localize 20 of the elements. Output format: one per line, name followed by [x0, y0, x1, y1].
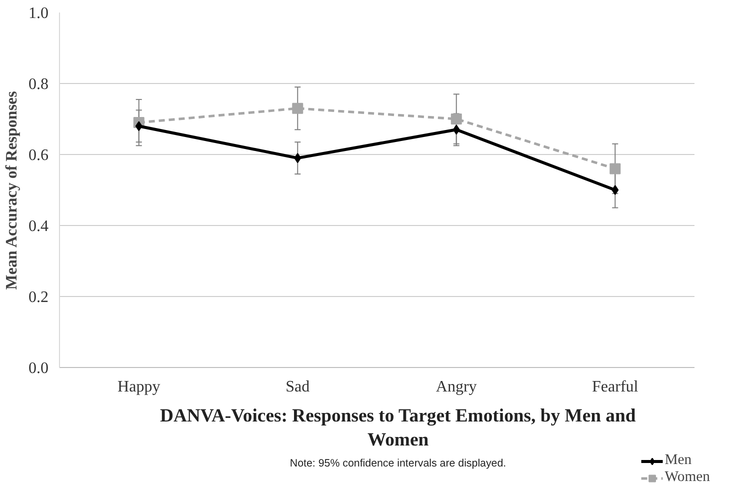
x-tick-label: Fearful: [592, 378, 639, 396]
text: 0.0: [28, 360, 48, 377]
point: [452, 124, 460, 135]
point: [294, 153, 302, 164]
point: [135, 121, 142, 132]
y-tick-label: 0.4: [28, 218, 48, 235]
y-tick-label: 0.2: [28, 289, 48, 306]
x-tick-label: Angry: [436, 378, 477, 396]
text: Note: 95% confidence intervals are displayed.: [290, 458, 506, 470]
text: 1.0: [28, 5, 48, 22]
point: [292, 102, 304, 114]
y-tick-label: 0.6: [28, 147, 48, 164]
y-tick-label: 0.8: [28, 76, 48, 93]
legend-label: Women: [664, 469, 710, 486]
x-tick-label: Happy: [118, 378, 160, 396]
x-tick-label: Sad: [286, 378, 310, 396]
text: DANVA-Voices: Responses to Target Emotions, by Men and Women: [160, 406, 636, 450]
y-axis-title: Mean Accuracy of Responses: [4, 91, 20, 290]
point: [610, 163, 621, 174]
legend-label: Men: [664, 452, 692, 469]
